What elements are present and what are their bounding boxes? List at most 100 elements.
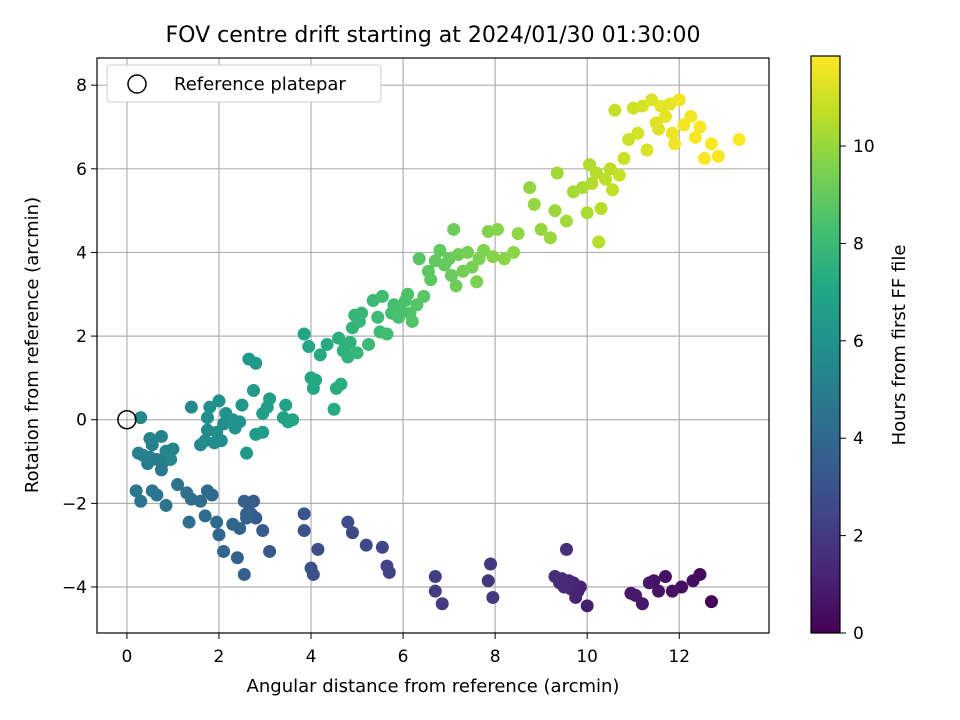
colorbar-tick-label: 0 [853,624,864,644]
x-tick-label: 4 [306,647,317,667]
data-point [477,243,491,257]
data-point [548,204,562,218]
data-point [164,452,178,466]
data-point [263,392,277,406]
data-point [256,524,270,538]
data-point [534,222,548,236]
colorbar-tick-label: 6 [853,332,864,352]
data-point [686,574,700,588]
data-point [380,559,394,573]
data-point [375,540,389,554]
data-point [334,377,348,391]
data-point [698,151,712,165]
y-tick-label: 8 [76,76,87,96]
plot-frame [97,58,769,633]
data-point [341,515,355,529]
data-point [355,306,369,320]
colorbar: 0 2 4 6 8 10 Hours from first FF file [810,55,910,644]
data-point [511,227,525,241]
data-point [580,206,594,220]
data-point [449,279,463,293]
colorbar-tick-label: 10 [853,137,875,157]
data-point [217,544,231,558]
data-point [297,327,311,341]
data-point [559,542,573,556]
y-tick-label: 6 [76,160,87,180]
data-point [704,595,718,609]
data-point [592,235,606,249]
data-point [603,162,617,176]
data-point [327,402,341,416]
data-point [486,250,500,264]
data-point [235,398,249,412]
colorbar-label: Hours from first FF file [889,245,910,446]
data-point [635,99,649,113]
data-point [311,542,325,556]
data-point [559,214,573,228]
data-point [200,484,214,498]
data-point [665,126,679,140]
data-point [212,528,226,542]
data-point [428,570,442,584]
data-point [359,538,373,552]
x-tick-label: 8 [490,647,501,667]
data-point [198,509,212,523]
data-point [486,590,500,604]
data-point [184,400,198,414]
data-point [166,442,180,456]
data-point [652,584,666,598]
data-point [371,310,385,324]
data-point [527,197,541,211]
plot-border [96,57,770,634]
data-point [523,181,537,195]
data-point [375,289,389,303]
data-point [444,268,458,282]
x-axis-ticks: 0 2 4 6 8 10 12 [122,633,690,667]
data-point [428,584,442,598]
colorbar-ticks: 0 2 4 6 8 10 [840,137,875,644]
data-point [672,93,686,107]
data-point [131,446,145,460]
y-tick-label: −2 [62,494,87,514]
data-point [585,176,599,190]
data-point [350,346,364,360]
data-point [154,429,168,443]
y-tick-label: 2 [76,327,87,347]
data-point [594,202,608,216]
data-point [640,143,654,157]
data-points [129,93,746,613]
data-point [599,172,613,186]
data-point [230,551,244,565]
data-point [693,120,707,134]
data-point [240,446,254,460]
data-point [624,586,638,600]
data-point [665,584,679,598]
data-point [658,110,672,124]
data-point [297,524,311,538]
data-point [658,570,672,584]
data-point [233,415,247,429]
data-point [143,432,157,446]
data-point [433,243,447,257]
data-point [212,394,226,408]
x-tick-label: 6 [398,647,409,667]
legend-marker-icon [127,74,147,94]
data-point [461,245,475,259]
data-point [622,133,636,147]
data-point [470,275,484,289]
data-point [543,231,557,245]
data-point [297,507,311,521]
data-point [210,515,224,529]
colorbar-tick-label: 2 [853,527,864,547]
data-point [145,484,159,498]
data-point [642,576,656,590]
data-point [617,151,631,165]
data-point [424,273,438,287]
data-point [200,411,214,425]
data-point [345,526,359,540]
data-point [435,597,449,611]
data-point [279,398,293,412]
data-point [447,222,461,236]
plot-area [96,57,770,634]
data-point [732,133,746,147]
